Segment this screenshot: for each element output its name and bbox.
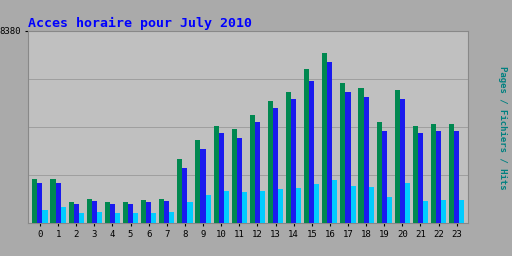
Bar <box>237 138 242 223</box>
Bar <box>291 99 296 223</box>
Bar <box>219 133 224 223</box>
Bar <box>69 202 74 223</box>
Bar <box>97 212 102 223</box>
Bar <box>169 212 175 223</box>
Bar <box>224 191 229 223</box>
Text: Acces horaire pour July 2010: Acces horaire pour July 2010 <box>28 16 252 29</box>
Bar <box>296 188 301 223</box>
Bar <box>87 199 92 223</box>
Bar <box>278 189 283 223</box>
Bar <box>55 183 60 223</box>
Bar <box>205 195 210 223</box>
Bar <box>358 88 364 223</box>
Bar <box>377 122 381 223</box>
Bar <box>459 200 464 223</box>
Bar <box>177 158 182 223</box>
Bar <box>441 200 446 223</box>
Bar <box>423 201 428 223</box>
Bar <box>413 126 418 223</box>
Bar <box>133 213 138 223</box>
Bar <box>231 129 237 223</box>
Bar <box>387 197 392 223</box>
Bar <box>42 210 48 223</box>
Bar <box>159 199 164 223</box>
Bar <box>381 131 387 223</box>
Bar <box>255 122 260 223</box>
Bar <box>187 202 193 223</box>
Bar <box>105 202 110 223</box>
Bar <box>60 207 66 223</box>
Bar <box>260 191 265 223</box>
Bar <box>309 81 314 223</box>
Bar <box>395 90 400 223</box>
Bar <box>286 92 291 223</box>
Bar <box>182 168 187 223</box>
Bar <box>327 62 332 223</box>
Bar <box>304 69 309 223</box>
Bar <box>405 183 410 223</box>
Bar <box>141 200 146 223</box>
Bar <box>322 53 327 223</box>
Bar <box>369 187 374 223</box>
Bar <box>214 126 219 223</box>
Bar <box>196 140 201 223</box>
Bar <box>123 202 128 223</box>
Bar <box>201 150 205 223</box>
Bar <box>351 186 356 223</box>
Bar <box>115 213 120 223</box>
Bar <box>436 131 441 223</box>
Bar <box>250 115 255 223</box>
Bar <box>146 202 151 223</box>
Bar <box>32 179 37 223</box>
Bar <box>449 124 454 223</box>
Bar <box>79 213 84 223</box>
Bar <box>110 204 115 223</box>
Bar <box>400 99 405 223</box>
Bar <box>346 92 351 223</box>
Bar <box>74 204 79 223</box>
Bar <box>273 108 278 223</box>
Text: Pages / Fichiers / Hits: Pages / Fichiers / Hits <box>498 66 507 190</box>
Bar <box>340 83 346 223</box>
Bar <box>314 184 319 223</box>
Bar <box>364 97 369 223</box>
Bar <box>332 180 337 223</box>
Bar <box>268 101 273 223</box>
Bar <box>51 179 55 223</box>
Bar <box>151 213 156 223</box>
Bar <box>37 183 42 223</box>
Bar <box>242 192 247 223</box>
Bar <box>92 201 97 223</box>
Bar <box>164 201 169 223</box>
Bar <box>128 204 133 223</box>
Bar <box>454 131 459 223</box>
Bar <box>418 133 423 223</box>
Bar <box>431 124 436 223</box>
